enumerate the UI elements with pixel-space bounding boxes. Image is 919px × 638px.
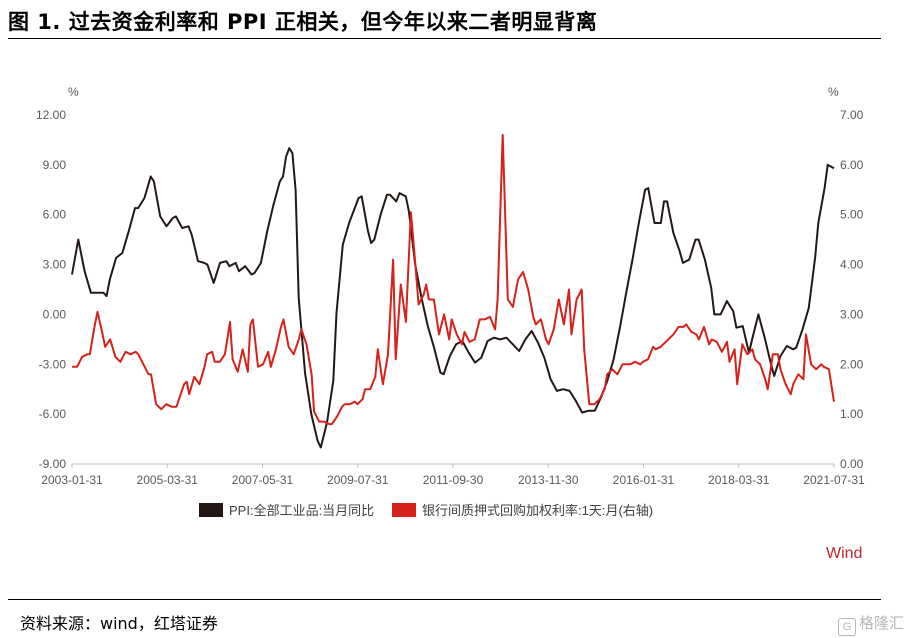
source-note: 资料来源：wind，红塔证券 (20, 614, 218, 633)
plot-area (71, 133, 835, 449)
right-tick-label: 3.00 (840, 307, 864, 321)
x-tick-label: 2005-03-31 (137, 473, 199, 487)
x-tick-label: 2013-11-30 (518, 473, 579, 487)
title-rule (8, 38, 881, 39)
left-tick-label: -9.00 (39, 457, 67, 471)
left-axis-unit: % (68, 85, 79, 99)
watermark-text: 格隆汇 (859, 614, 905, 632)
left-tick-label: 3.00 (43, 258, 67, 272)
right-axis-unit: % (828, 85, 839, 99)
right-axis: 0.00 1.00 2.00 3.00 4.00 5.00 6.00 7.00 (840, 108, 864, 471)
x-tick-label: 2007-05-31 (232, 473, 294, 487)
left-axis: -9.00 -6.00 -3.00 0.00 3.00 6.00 9.00 12.00 (36, 108, 66, 471)
right-tick-label: 7.00 (840, 108, 864, 122)
right-tick-label: 4.00 (840, 258, 864, 272)
x-tick-label: 2011-09-30 (423, 473, 484, 487)
right-tick-label: 6.00 (840, 158, 864, 172)
x-tick-label: 2018-03-31 (708, 473, 770, 487)
x-tick-label: 2009-07-31 (327, 473, 389, 487)
series-line-repo-rate (72, 133, 835, 426)
legend-label-repo-rate: 银行间质押式回购加权利率:1天:月(右轴) (422, 503, 653, 518)
legend: PPI:全部工业品:当月同比 银行间质押式回购加权利率:1天:月(右轴) (199, 503, 653, 518)
wind-label: Wind (826, 545, 863, 562)
legend-label-ppi: PPI:全部工业品:当月同比 (229, 503, 374, 518)
left-tick-label: 12.00 (36, 108, 66, 122)
right-tick-label: 2.00 (840, 357, 864, 371)
right-tick-label: 1.00 (840, 407, 864, 421)
right-tick-label: 5.00 (840, 208, 864, 222)
x-axis: 2003-01-31 2005-03-31 2007-05-31 2009-07-31… (41, 464, 865, 487)
right-tick-label: 0.00 (840, 457, 864, 471)
left-tick-label: -6.00 (39, 407, 67, 421)
watermark: G 格隆汇 (838, 612, 904, 636)
left-tick-label: 6.00 (43, 208, 67, 222)
figure-title: 图 1. 过去资金利率和 PPI 正相关，但今年以来二者明显背离 (8, 10, 598, 34)
left-tick-label: 0.00 (43, 307, 67, 321)
x-tick-label: 2021-07-31 (803, 473, 865, 487)
x-tick-label: 2003-01-31 (41, 473, 103, 487)
x-tick-label: 2016-01-31 (613, 473, 675, 487)
left-tick-label: 9.00 (43, 158, 67, 172)
watermark-logo-icon: G (838, 618, 856, 636)
chart: % % -9.00 -6.00 -3.00 0.00 3.00 6.00 9.00 12.00… (36, 85, 865, 518)
legend-swatch-ppi (199, 503, 223, 517)
source-rule (8, 599, 881, 600)
left-tick-label: -3.00 (39, 357, 67, 371)
legend-swatch-repo-rate (392, 503, 416, 517)
series-line-ppi (71, 147, 835, 449)
